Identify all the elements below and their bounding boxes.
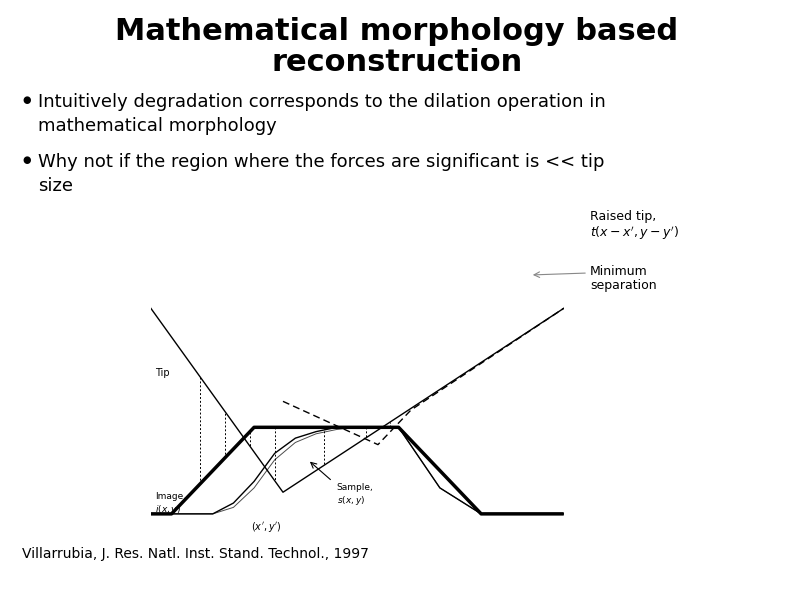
Text: reconstruction: reconstruction xyxy=(272,48,522,77)
Text: ●: ● xyxy=(22,95,30,105)
Text: Image,: Image, xyxy=(155,492,186,501)
Text: Villarrubia, J. Res. Natl. Inst. Stand. Technol., 1997: Villarrubia, J. Res. Natl. Inst. Stand. … xyxy=(22,547,369,561)
Text: $t(x-x',y-y')$: $t(x-x',y-y')$ xyxy=(590,225,679,243)
Text: separation: separation xyxy=(590,279,657,292)
Text: Intuitively degradation corresponds to the dilation operation in
mathematical mo: Intuitively degradation corresponds to t… xyxy=(38,93,606,134)
Text: Mathematical morphology based: Mathematical morphology based xyxy=(115,17,679,46)
Text: $s(x,y)$: $s(x,y)$ xyxy=(337,494,365,508)
Text: $i(x,y)$: $i(x,y)$ xyxy=(155,503,181,516)
Text: $(x',y')$: $(x',y')$ xyxy=(251,520,282,534)
Text: Why not if the region where the forces are significant is << tip
size: Why not if the region where the forces a… xyxy=(38,153,604,195)
Text: Minimum: Minimum xyxy=(590,265,648,278)
Text: Tip: Tip xyxy=(155,368,170,378)
Text: ●: ● xyxy=(22,155,30,165)
Text: Raised tip,: Raised tip, xyxy=(590,210,657,223)
Text: Sample,: Sample, xyxy=(337,483,373,493)
